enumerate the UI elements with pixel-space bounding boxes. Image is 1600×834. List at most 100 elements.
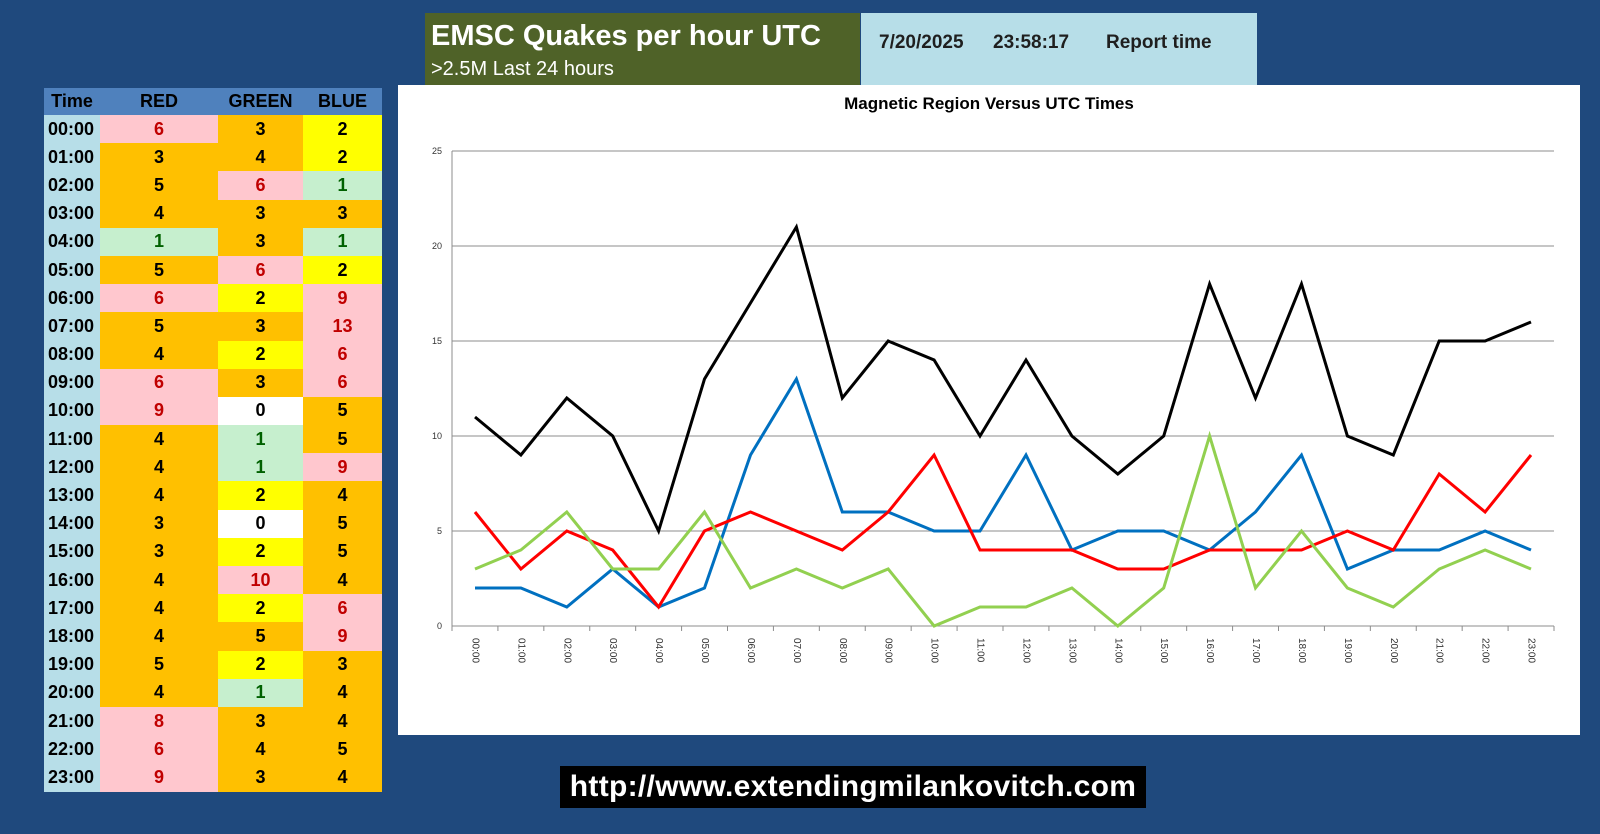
blue-count-cell: 4 — [303, 706, 382, 736]
blue-count-cell: 9 — [303, 453, 382, 482]
green-count-cell: 2 — [218, 284, 303, 313]
blue-count-cell: 4 — [303, 566, 382, 595]
red-count-cell: 3 — [100, 143, 218, 172]
header-blue: BLUE — [303, 88, 382, 115]
x-tick-label: 03:00 — [607, 638, 618, 663]
table-row: 20:00 4 1 4 — [44, 678, 382, 707]
green-count-cell: 3 — [218, 763, 303, 792]
table-row: 18:00 4 5 9 — [44, 622, 382, 651]
green-count-cell: 2 — [218, 650, 303, 679]
time-cell: 04:00 — [44, 227, 100, 256]
x-tick-label: 10:00 — [929, 638, 940, 663]
x-tick-label: 20:00 — [1388, 638, 1399, 663]
page-title: EMSC Quakes per hour UTC — [431, 20, 821, 52]
series-line-0 — [474, 223, 1532, 536]
x-tick-label: 04:00 — [653, 638, 664, 663]
green-count-cell: 0 — [218, 509, 303, 538]
green-count-cell: 3 — [218, 706, 303, 736]
x-tick-label: 13:00 — [1066, 638, 1077, 663]
blue-count-cell: 2 — [303, 115, 382, 144]
green-count-cell: 2 — [218, 594, 303, 623]
y-tick-label: 5 — [437, 526, 442, 536]
green-count-cell: 5 — [218, 622, 303, 651]
table-row: 22:00 6 4 5 — [44, 735, 382, 764]
time-cell: 01:00 — [44, 143, 100, 172]
blue-count-cell: 9 — [303, 622, 382, 651]
table-row: 07:00 5 3 13 — [44, 312, 382, 341]
table-row: 03:00 4 3 3 — [44, 199, 382, 228]
blue-count-cell: 6 — [303, 594, 382, 623]
time-cell: 02:00 — [44, 171, 100, 200]
red-count-cell: 8 — [100, 706, 218, 736]
title-box: EMSC Quakes per hour UTC >2.5M Last 24 h… — [425, 13, 860, 85]
time-cell: 19:00 — [44, 650, 100, 679]
line-chart: Magnetic Region Versus UTC Times 0 5 10 15 20… — [432, 94, 1555, 663]
blue-count-cell: 1 — [303, 227, 382, 256]
time-cell: 06:00 — [44, 284, 100, 313]
table-row: 10:00 9 0 5 — [44, 396, 382, 426]
red-count-cell: 5 — [100, 171, 218, 200]
red-count-cell: 4 — [100, 566, 218, 595]
green-count-cell: 4 — [218, 143, 303, 172]
y-tick-label: 10 — [432, 431, 442, 441]
table-row: 09:00 6 3 6 — [44, 368, 382, 397]
red-count-cell: 4 — [100, 425, 218, 454]
table-row: 00:00 6 3 2 — [44, 115, 382, 144]
time-cell: 03:00 — [44, 199, 100, 228]
blue-count-cell: 3 — [303, 650, 382, 679]
green-count-cell: 3 — [218, 312, 303, 341]
header-red: RED — [100, 88, 218, 115]
green-count-cell: 6 — [218, 255, 303, 285]
red-count-cell: 5 — [100, 312, 218, 341]
x-tick-label: 19:00 — [1342, 638, 1353, 663]
report-label: Report time — [1106, 32, 1212, 53]
blue-count-cell: 5 — [303, 509, 382, 538]
red-count-cell: 4 — [100, 622, 218, 651]
green-count-cell: 1 — [218, 678, 303, 707]
y-tick-label: 25 — [432, 146, 442, 156]
time-cell: 12:00 — [44, 453, 100, 482]
table-row: 23:00 9 3 4 — [44, 763, 382, 792]
table-row: 15:00 3 2 5 — [44, 537, 382, 566]
time-cell: 09:00 — [44, 368, 100, 397]
green-count-cell: 3 — [218, 227, 303, 256]
y-tick-label: 0 — [437, 621, 442, 631]
table-row: 05:00 5 6 2 — [44, 255, 382, 285]
green-count-cell: 3 — [218, 368, 303, 397]
x-tick-label: 01:00 — [515, 638, 526, 663]
x-tick-label: 05:00 — [699, 638, 710, 663]
green-count-cell: 4 — [218, 735, 303, 764]
blue-count-cell: 5 — [303, 425, 382, 454]
x-tick-label: 14:00 — [1112, 638, 1123, 663]
time-cell: 00:00 — [44, 115, 100, 144]
blue-count-cell: 9 — [303, 284, 382, 313]
x-tick-label: 15:00 — [1158, 638, 1169, 663]
time-cell: 07:00 — [44, 312, 100, 341]
green-count-cell: 3 — [218, 199, 303, 228]
header-time: Time — [44, 88, 100, 115]
x-tick-label: 02:00 — [561, 638, 572, 663]
x-tick-label: 16:00 — [1204, 638, 1215, 663]
report-date: 7/20/2025 — [879, 32, 964, 53]
table-row: 16:00 4 10 4 — [44, 566, 382, 595]
report-clock: 23:58:17 — [993, 32, 1070, 53]
blue-count-cell: 5 — [303, 396, 382, 426]
chart-container: Magnetic Region Versus UTC Times 0 5 10 15 20… — [398, 85, 1580, 735]
green-count-cell: 2 — [218, 537, 303, 566]
time-cell: 23:00 — [44, 763, 100, 792]
red-count-cell: 3 — [100, 509, 218, 538]
blue-count-cell: 6 — [303, 340, 382, 369]
green-count-cell: 2 — [218, 340, 303, 369]
x-tick-label: 22:00 — [1480, 638, 1491, 663]
green-count-cell: 2 — [218, 481, 303, 510]
table-row: 13:00 4 2 4 — [44, 481, 382, 510]
x-tick-label: 21:00 — [1434, 638, 1445, 663]
x-tick-label: 08:00 — [837, 638, 848, 663]
blue-count-cell: 3 — [303, 199, 382, 228]
green-count-cell: 0 — [218, 396, 303, 426]
table-row: 04:00 1 3 1 — [44, 227, 382, 256]
series-line-3 — [474, 430, 1532, 628]
blue-count-cell: 6 — [303, 368, 382, 397]
red-count-cell: 5 — [100, 255, 218, 285]
red-count-cell: 4 — [100, 481, 218, 510]
